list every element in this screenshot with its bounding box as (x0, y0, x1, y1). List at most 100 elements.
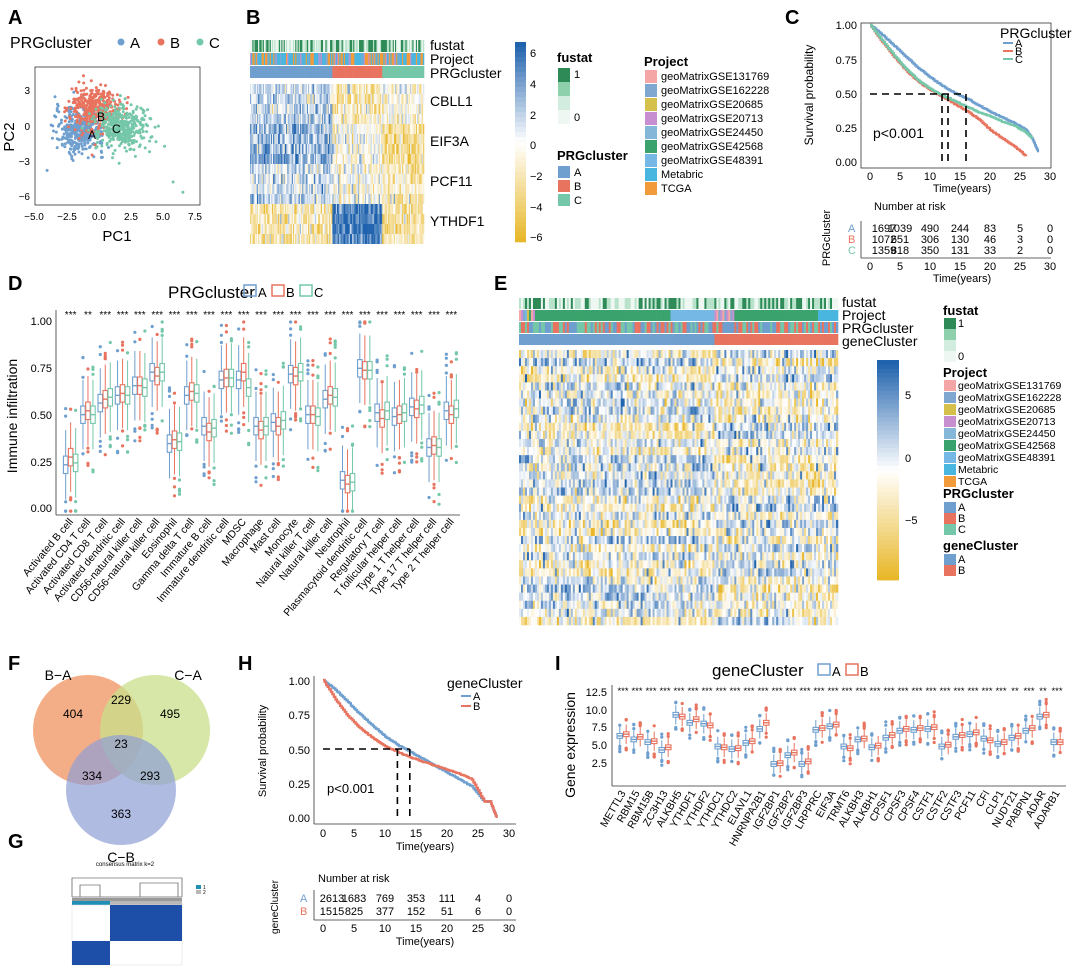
pca-point (122, 110, 125, 113)
pca-point (63, 145, 66, 148)
pca-point (81, 139, 84, 142)
prg-cell (519, 322, 521, 333)
genecluster-cell (539, 334, 541, 345)
pca-point (124, 137, 127, 140)
project-cell (559, 310, 561, 321)
pca-point (87, 122, 90, 125)
box-d-outlier (329, 432, 332, 435)
box-d-outlier (104, 352, 107, 355)
pca-point (172, 181, 175, 184)
box-d-sig: *** (272, 310, 284, 321)
pca-point (127, 96, 130, 99)
pca-point (128, 144, 131, 147)
box-d-outlier (195, 438, 198, 441)
fustat-cell (601, 298, 603, 309)
box-d-outlier (126, 351, 129, 354)
box-d-outlier (230, 339, 233, 342)
pca-point (123, 146, 126, 149)
km-c-ytick: 0.25 (836, 123, 857, 135)
box-d-outlier (220, 334, 223, 337)
box-d-outlier (259, 484, 262, 487)
pca-point (46, 169, 49, 172)
pca-point (65, 131, 68, 134)
box-d-outlier (254, 387, 257, 390)
pca-point (128, 116, 131, 119)
box-d-outlier (225, 324, 228, 327)
fustat-cell (523, 298, 525, 309)
box-d-outlier (299, 325, 302, 328)
fustat-cell (533, 298, 535, 309)
colorscale-step (515, 92, 526, 97)
pca-point (130, 148, 133, 151)
pca-point (102, 90, 105, 93)
box-d-outlier (358, 325, 361, 328)
box-d-outlier (358, 410, 361, 413)
pca-point (96, 141, 99, 144)
pca-point (74, 115, 77, 118)
box-d-outlier (81, 376, 84, 379)
pca-point (88, 109, 91, 112)
project-cell (547, 310, 549, 321)
project-cell (423, 53, 424, 65)
box-d-outlier (190, 343, 193, 346)
box-d-outlier (432, 483, 435, 486)
box-d-outlier (143, 329, 146, 332)
genecluster-cell (535, 334, 537, 345)
pca-point (118, 162, 121, 165)
risk-count: 818 (891, 245, 909, 257)
pca-point (97, 89, 100, 92)
fustat-cell (555, 298, 557, 309)
pca-point (72, 159, 75, 162)
project-label: geoMatrixGSE42568 (661, 141, 763, 153)
fustat-cell (599, 298, 601, 309)
genecluster-cell (549, 334, 551, 345)
pca-point (155, 140, 158, 143)
box-d-outlier (99, 450, 102, 453)
box-d-outlier (386, 358, 389, 361)
pca-point (52, 130, 55, 133)
genecluster-cell (559, 334, 561, 345)
pca-point (88, 112, 91, 115)
pca-point (144, 114, 147, 117)
prg-cell (607, 322, 609, 333)
pca-point (104, 84, 107, 87)
box-d-outlier (133, 439, 136, 442)
project-swatch (645, 182, 657, 195)
pca-point (105, 113, 108, 116)
heatmap-b-scale-tick: −4 (530, 202, 543, 214)
colorscale-step (515, 232, 526, 237)
box-d-legend-label: A (258, 285, 267, 300)
project-cell (541, 310, 543, 321)
pca-point (125, 107, 128, 110)
box-d-outlier (220, 324, 223, 327)
project-cell (563, 310, 565, 321)
colorscale-step (515, 122, 526, 127)
box-d-outlier (455, 358, 458, 361)
box-d-outlier (306, 368, 309, 371)
heatmap-b-cell (423, 114, 424, 124)
km-c-legend-title: PRGcluster (1000, 25, 1072, 41)
box-d-outlier (109, 445, 112, 448)
box-d-outlier (324, 354, 327, 357)
box-d-outlier (415, 456, 418, 459)
pca-point (87, 156, 90, 159)
heatmap-b-fustat-tick: 0 (574, 112, 580, 124)
km-c-xtick: 10 (924, 171, 936, 183)
box-d-sig: *** (117, 310, 129, 321)
project-swatch (645, 70, 657, 83)
km-c-frame (861, 23, 1051, 168)
pca-point (68, 120, 71, 123)
box-d-outlier (316, 466, 319, 469)
heatmap-b-cell (423, 194, 424, 204)
km-c-risk-xtick: 0 (867, 261, 873, 273)
project-cell (611, 310, 613, 321)
km-c-ytick: 0.75 (836, 55, 857, 67)
fustat-cell (535, 298, 537, 309)
pca-point (113, 105, 116, 108)
prg-cell (581, 322, 583, 333)
box-d-outlier (254, 480, 257, 483)
box-d-outlier (398, 462, 401, 465)
pca-point (100, 150, 103, 153)
project-cell (575, 310, 577, 321)
box-d-sig: *** (99, 310, 111, 321)
